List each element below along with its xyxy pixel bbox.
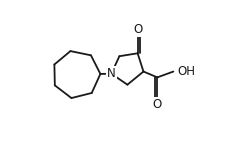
Text: O: O [152,98,161,111]
Text: OH: OH [176,65,194,78]
Text: O: O [132,23,142,36]
Text: N: N [106,67,115,80]
